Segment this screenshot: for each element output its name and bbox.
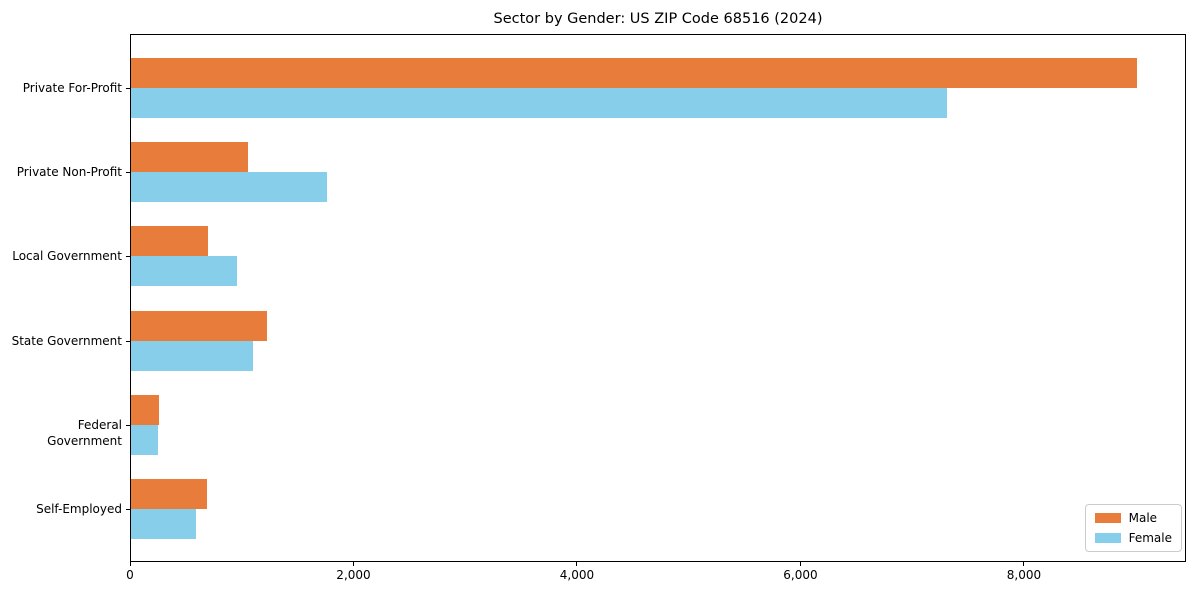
legend-entry-male: Male [1094,511,1172,525]
bar-female-local-government [131,256,237,287]
y-tick-label-local-government: Local Government [12,249,122,264]
bar-male-state-government [131,310,267,341]
x-tick-label-8000: 8,000 [1006,568,1042,582]
x-tick-mark [129,562,131,566]
y-tick-mark [126,256,130,258]
chart-title: Sector by Gender: US ZIP Code 68516 (202… [493,11,823,27]
x-tick-label-2000: 2,000 [336,568,371,582]
bar-female-private-for-profit [131,88,947,118]
legend-entry-female: Female [1094,531,1172,545]
y-tick-mark [126,88,130,89]
bar-male-private-for-profit [131,58,1137,88]
y-tick-mark [126,172,130,174]
y-tick-label-private-non-profit: Private Non-Profit [16,165,122,180]
x-tick-label-0: 0 [126,568,134,582]
bar-male-self-employed [131,479,207,509]
bar-female-self-employed [131,509,196,539]
female-series-swatch-icon [1094,533,1121,543]
bar-female-federal-government [131,424,158,455]
plot-area: Male Female [130,34,1186,562]
legend: Male Female [1084,504,1182,552]
y-tick-label-federal-government: Federal Government [47,417,122,448]
bar-male-private-non-profit [131,142,248,173]
x-tick-mark [1023,562,1025,566]
y-tick-mark [126,509,130,510]
y-tick-label-state-government: State Government [11,333,122,348]
y-tick-label-private-for-profit: Private For-Profit [22,81,122,95]
male-series-swatch-icon [1094,513,1121,523]
bar-male-local-government [131,226,208,257]
x-tick-mark [799,562,801,566]
x-tick-mark [352,562,354,566]
bar-male-federal-government [131,394,159,425]
x-tick-label-4000: 4,000 [559,568,595,582]
x-tick-mark [576,562,578,566]
y-tick-mark [126,424,130,426]
legend-label-female: Female [1128,531,1172,545]
x-tick-label-6000: 6,000 [783,568,818,582]
legend-label-male: Male [1128,511,1158,525]
bar-female-private-non-profit [131,172,327,203]
bar-female-state-government [131,340,253,371]
y-tick-label-self-employed: Self-Employed [36,502,122,516]
y-tick-mark [126,340,130,342]
